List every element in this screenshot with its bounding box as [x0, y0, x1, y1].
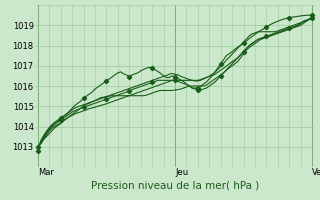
X-axis label: Pression niveau de la mer( hPa ): Pression niveau de la mer( hPa ) — [91, 180, 259, 190]
